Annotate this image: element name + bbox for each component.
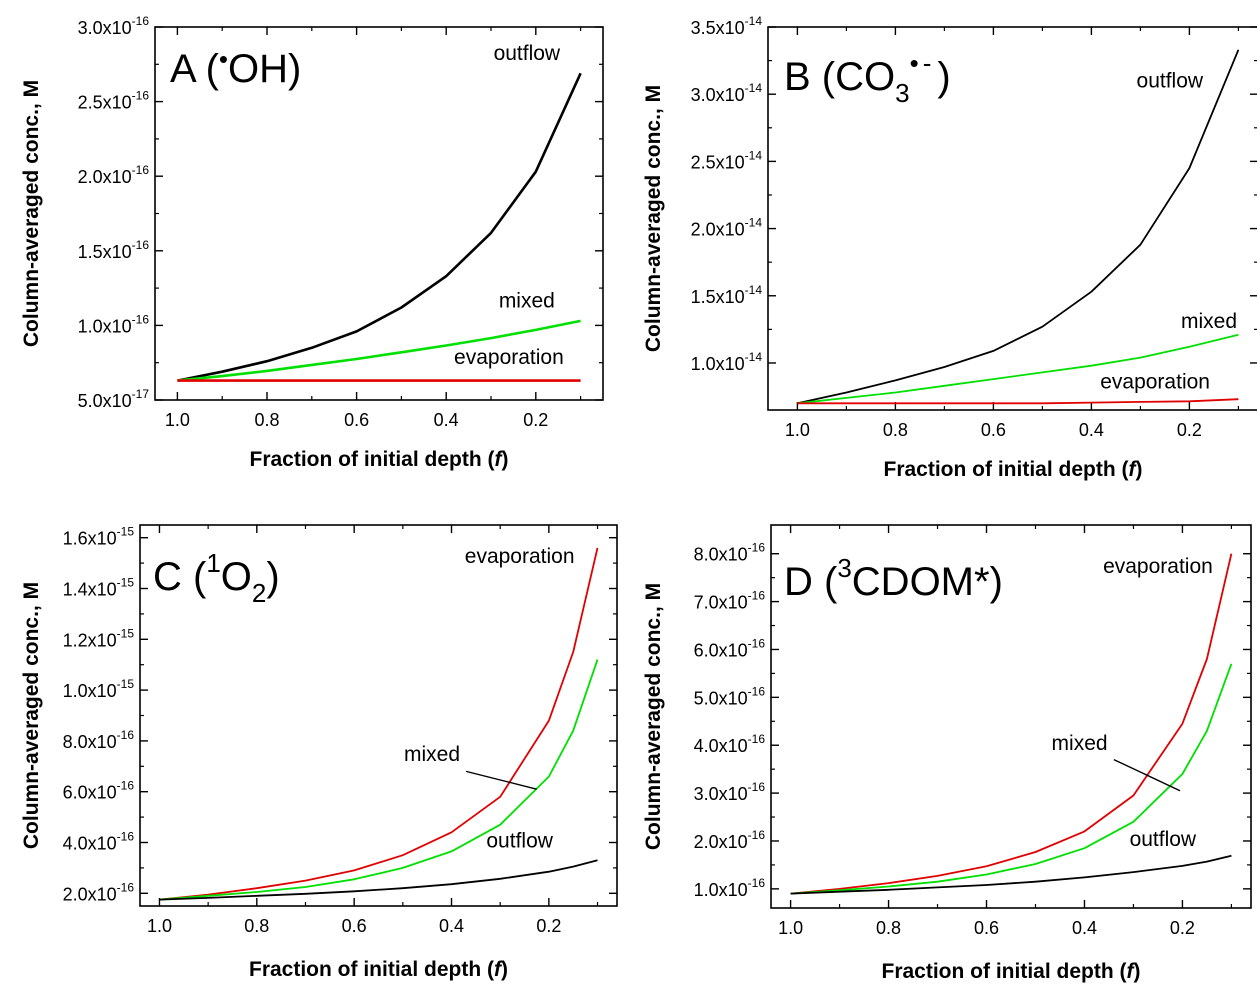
panel-a-series-mixed	[177, 319, 581, 382]
panel-c-series-mixed	[159, 659, 599, 901]
panel-b: 1.0 0.8 0.6 0.4 0.2 1.0x10-14 1.5x10-14 2.0x10-…	[642, 14, 1257, 481]
panel-d-x-axis-title: Fraction of initial depth (f)	[882, 960, 1141, 983]
panel-b-y-tick-label: 1.5x10-14	[691, 283, 763, 307]
panel-d-y-tick-label: 1.0x10-16	[694, 876, 766, 900]
panel-c-x-tick-label: 0.6	[342, 916, 367, 936]
panel-d-x-tick-label: 0.6	[974, 918, 999, 938]
panel-d-label-evaporation: evaporation	[1103, 555, 1213, 578]
panel-b-x-tick-label: 0.4	[1079, 420, 1104, 440]
panel-a: 1.0 0.8 0.6 0.4 0.2 5.0x10-17 1.0x10-16 1.5x10-…	[20, 14, 604, 471]
panel-b-label-mixed: mixed	[1181, 310, 1237, 333]
panel-a-y-tick-label: 2.0x10-16	[78, 163, 150, 187]
panel-a-y-tick-label: 3.0x10-16	[78, 14, 150, 38]
panel-c-y-tick-label: 4.0x10-16	[63, 830, 135, 854]
panel-b-x-tick-label: 0.8	[883, 420, 908, 440]
panel-b-plot-frame	[767, 26, 1257, 411]
panel-a-x-tick-label: 1.0	[165, 410, 190, 430]
panel-d-y-tick-label: 3.0x10-16	[694, 780, 766, 804]
panel-a-x-tick-label: 0.6	[344, 410, 369, 430]
panel-c-x-axis-title: Fraction of initial depth (f)	[249, 958, 508, 981]
panel-a-y-tick-label: 5.0x10-17	[78, 387, 150, 411]
panel-c-y-tick-label: 1.2x10-15	[63, 626, 135, 650]
panel-c-y-tick-label: 8.0x10-16	[63, 728, 135, 752]
panel-c-y-tick-label: 2.0x10-16	[63, 880, 135, 904]
panel-c-label-outflow: outflow	[486, 830, 553, 853]
panel-d-series-outflow	[790, 854, 1232, 895]
panel-a-label-evaporation: evaporation	[454, 346, 564, 369]
panel-b-series-evaporation	[797, 398, 1239, 405]
panel-c-mixed-pointer	[465, 770, 537, 790]
panel-d: 1.0 0.8 0.6 0.4 0.2 1.0x10-16 2.0x10-16 3.0x10-…	[642, 524, 1252, 983]
panel-a-x-tick-label: 0.8	[254, 410, 279, 430]
panel-a-plot-frame	[154, 26, 604, 401]
panel-d-y-tick-label: 5.0x10-16	[694, 684, 766, 708]
panel-c-x-tick-label: 0.4	[439, 916, 464, 936]
panel-a-x-tick-label: 0.2	[523, 410, 548, 430]
panel-b-y-tick-label: 2.5x10-14	[691, 148, 763, 172]
panel-d-x-tick-label: 0.8	[876, 918, 901, 938]
panel-b-y-axis-title: Column-averaged conc., M	[642, 85, 665, 352]
panel-d-plot-frame	[770, 524, 1252, 909]
panel-d-label-mixed: mixed	[1052, 732, 1108, 755]
panel-b-y-tick-label: 3.0x10-14	[691, 81, 763, 105]
panel-d-series-mixed	[790, 663, 1233, 895]
panel-a-y-axis-title: Column-averaged conc., M	[20, 80, 43, 347]
panel-d-y-tick-label: 2.0x10-16	[694, 828, 766, 852]
panel-b-label-outflow: outflow	[1137, 69, 1204, 92]
panel-d-y-tick-label: 7.0x10-16	[694, 589, 766, 613]
panel-c-y-axis-title: Column-averaged conc., M	[20, 582, 43, 849]
panel-c-y-tick-label: 1.0x10-15	[63, 677, 135, 701]
panel-d-x-tick-label: 1.0	[778, 918, 803, 938]
panel-b-label-evaporation: evaporation	[1100, 370, 1210, 393]
panel-c-series-outflow	[159, 859, 598, 901]
panel-b-title: B (CO3• -)	[784, 48, 951, 108]
panel-b-x-tick-label: 0.2	[1177, 420, 1202, 440]
panel-a-y-tick-label: 1.5x10-16	[78, 238, 150, 262]
panel-a-label-outflow: outflow	[494, 42, 561, 65]
panel-d-x-tick-label: 0.2	[1170, 918, 1195, 938]
panel-c-y-tick-label: 6.0x10-16	[63, 779, 135, 803]
panel-d-y-axis-title: Column-averaged conc., M	[642, 583, 665, 850]
panel-a-series-outflow	[177, 72, 582, 382]
panel-d-y-tick-label: 4.0x10-16	[694, 732, 766, 756]
panel-a-label-mixed: mixed	[499, 289, 555, 312]
panel-c-label-evaporation: evaporation	[465, 545, 575, 568]
panel-a-x-tick-label: 0.4	[434, 410, 459, 430]
panel-b-y-tick-label: 1.0x10-14	[691, 350, 763, 374]
panel-c: 1.0 0.8 0.6 0.4 0.2 2.0x10-16 4.0x10-16 6.0x10-…	[20, 524, 618, 981]
panel-d-y-tick-label: 6.0x10-16	[694, 636, 766, 660]
panel-d-label-outflow: outflow	[1130, 828, 1197, 851]
panel-a-x-axis-title: Fraction of initial depth (f)	[250, 448, 509, 471]
panel-d-series-evaporation	[790, 553, 1233, 895]
panel-c-y-tick-label: 1.4x10-15	[63, 576, 135, 600]
panel-b-x-axis-title: Fraction of initial depth (f)	[884, 458, 1143, 481]
panel-b-series-mixed	[797, 333, 1239, 405]
panel-d-mixed-pointer	[1113, 758, 1181, 792]
panel-c-label-mixed: mixed	[404, 743, 460, 766]
panel-b-series-outflow	[797, 49, 1240, 405]
panel-a-title: A (•OH)	[170, 44, 301, 91]
panel-a-y-tick-label: 2.5x10-16	[78, 89, 150, 113]
panel-c-title: C (1O2)	[153, 548, 280, 608]
panel-d-title: D (3CDOM*)	[784, 553, 1003, 604]
panel-b-y-tick-label: 3.5x10-14	[691, 14, 763, 38]
panel-b-x-tick-label: 1.0	[785, 420, 810, 440]
panel-b-y-tick-label: 2.0x10-14	[691, 216, 763, 240]
panel-c-x-tick-label: 0.2	[536, 916, 561, 936]
panel-c-x-tick-label: 1.0	[147, 916, 172, 936]
panel-a-y-tick-label: 1.0x10-16	[78, 312, 150, 336]
panel-d-y-tick-label: 8.0x10-16	[694, 541, 766, 565]
panel-b-x-tick-label: 0.6	[981, 420, 1006, 440]
panel-d-x-tick-label: 0.4	[1072, 918, 1097, 938]
panel-c-x-tick-label: 0.8	[244, 916, 269, 936]
panel-c-y-tick-label: 1.6x10-15	[63, 525, 135, 549]
panel-c-series-evaporation	[159, 547, 599, 901]
